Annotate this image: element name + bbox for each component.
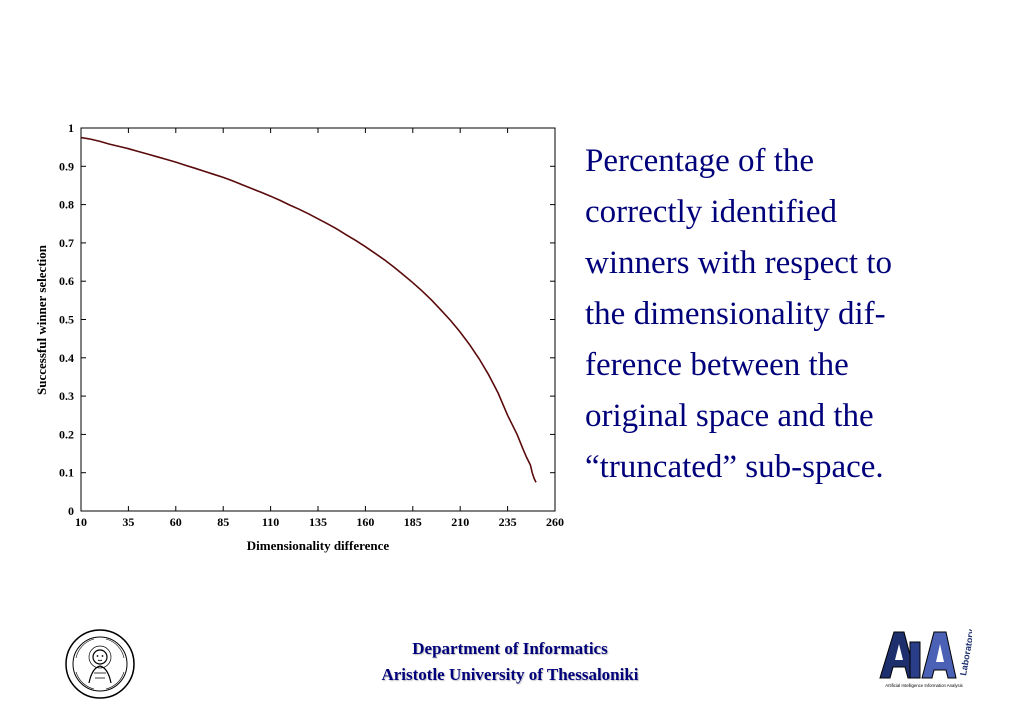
lab-logo-label: Laboratory	[958, 628, 972, 676]
x-tick-label: 160	[356, 515, 374, 529]
x-tick-label: 60	[170, 515, 182, 529]
y-tick-label: 0.5	[59, 313, 74, 327]
plot-area	[80, 127, 556, 512]
series-line	[80, 136, 537, 483]
lab-logo-subtitle: Artificial Intelligence Information Anal…	[885, 683, 963, 688]
x-tick-label: 85	[217, 515, 229, 529]
line-chart: 10 35 60 85 110 135 160 185 210 235 260 0 0.1 0.2 0.3 0…	[34, 121, 564, 553]
axis-ticks	[80, 127, 556, 512]
caption-line: original space and the	[585, 398, 874, 434]
y-tick-label: 0.9	[59, 159, 74, 173]
y-tick-label: 0.1	[59, 466, 74, 480]
caption-line: winners with respect to	[585, 245, 893, 281]
y-tick-label: 0.7	[59, 236, 74, 250]
x-tick-label: 135	[309, 515, 327, 529]
x-tick-label: 185	[404, 515, 422, 529]
y-tick-label: 0.4	[59, 351, 74, 365]
x-axis-label: Dimensionality difference	[247, 538, 390, 553]
caption-line: “truncated” sub-space.	[585, 449, 884, 485]
footer-department: Department of Informatics	[412, 639, 608, 658]
y-tick-label: 0.6	[59, 274, 74, 288]
x-tick-label: 235	[499, 515, 517, 529]
caption-line: correctly identified	[585, 194, 837, 230]
y-axis-label: Successful winner selection	[34, 244, 49, 395]
x-tick-label: 260	[546, 515, 564, 529]
x-tick-label: 35	[122, 515, 134, 529]
caption-line: ference between the	[585, 347, 849, 383]
y-tick-label: 0.8	[59, 198, 74, 212]
caption-line: Percentage of the	[585, 143, 815, 179]
x-tick-label: 210	[451, 515, 469, 529]
tick-labels: 10 35 60 85 110 135 160 185 210 235 260 0 0.1 0.2 0.3 0…	[59, 121, 564, 529]
x-tick-label: 10	[75, 515, 87, 529]
footer: Department of Informatics Aristotle Univ…	[300, 636, 720, 688]
lab-logo-icon: Laboratory Artificial Intelligence Infor…	[879, 628, 972, 688]
x-tick-label: 110	[262, 515, 279, 529]
y-tick-label: 0	[68, 504, 74, 518]
y-tick-label: 0.2	[59, 427, 74, 441]
university-seal-icon	[65, 629, 135, 699]
y-tick-label: 1	[68, 121, 74, 135]
y-tick-label: 0.3	[59, 389, 74, 403]
slide-caption: Percentage of the correctly identified w…	[585, 136, 995, 493]
caption-line: the dimensionality dif-	[585, 296, 886, 332]
footer-university: Aristotle University of Thessaloniki	[381, 665, 639, 684]
